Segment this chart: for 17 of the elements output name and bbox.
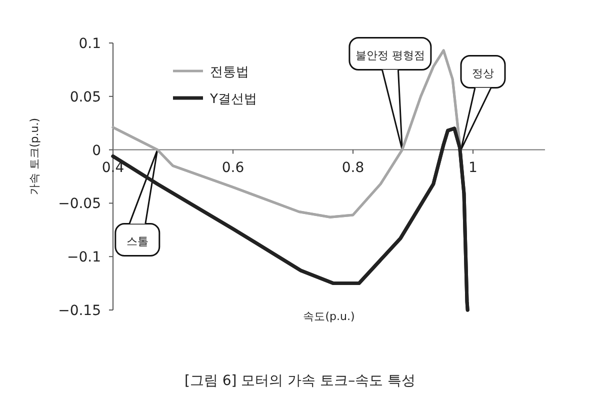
annotation: 불안정 평형점: [355, 48, 425, 62]
legend-label: Y결선법: [209, 92, 257, 107]
y-tick-label: 0: [92, 142, 101, 159]
annotation: 정상: [472, 66, 494, 80]
annotation: 스톨: [126, 234, 148, 248]
x-tick-label: 0.6: [222, 160, 244, 176]
y-tick-label: −0.1: [67, 250, 101, 266]
text: [그림 6] 모터의 가속 토크–속도 특성: [184, 373, 416, 389]
legend-label: 전통법: [210, 65, 249, 80]
y-axis-title: 가속 토크(p.u.): [28, 118, 41, 196]
y-tick-label: 0.1: [78, 36, 101, 52]
y-tick-label: −0.15: [58, 303, 101, 319]
x-tick-label: 0.8: [342, 160, 364, 176]
y-tick-label: 0.05: [70, 89, 101, 106]
x-tick-label: 1: [468, 160, 478, 176]
y-tick-label: −0.05: [58, 196, 101, 212]
x-axis-title: 속도(p.u.): [303, 310, 355, 323]
